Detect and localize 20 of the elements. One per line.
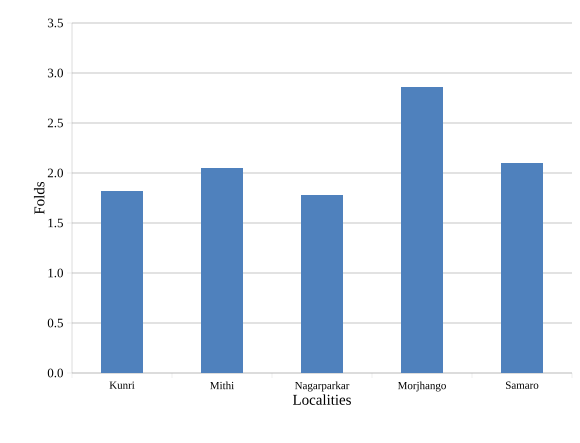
y-tick-label: 1.0 bbox=[48, 268, 63, 278]
x-tick-label: Samaro bbox=[506, 382, 538, 389]
y-tick-label: 2.0 bbox=[48, 168, 63, 178]
bar bbox=[501, 163, 543, 373]
bar bbox=[101, 191, 143, 373]
bar bbox=[301, 195, 343, 373]
y-tick-label: 1.5 bbox=[48, 218, 63, 228]
x-axis-title: Localities bbox=[292, 394, 351, 405]
y-tick-label: 3.0 bbox=[48, 68, 63, 78]
bar bbox=[201, 168, 243, 373]
x-tick-label: Nagarparkar bbox=[294, 382, 350, 392]
x-tick-label: Kunri bbox=[110, 382, 135, 389]
x-tick-label: Morjhango bbox=[398, 382, 446, 392]
y-tick-label: 3.5 bbox=[48, 18, 63, 28]
bar bbox=[401, 87, 443, 373]
y-axis-title: Folds bbox=[34, 182, 44, 214]
x-tick-label: Mithi bbox=[210, 382, 234, 390]
y-tick-label: 2.5 bbox=[48, 118, 63, 128]
y-tick-label: 0.5 bbox=[48, 318, 63, 328]
y-tick-label: 0.0 bbox=[48, 368, 63, 378]
